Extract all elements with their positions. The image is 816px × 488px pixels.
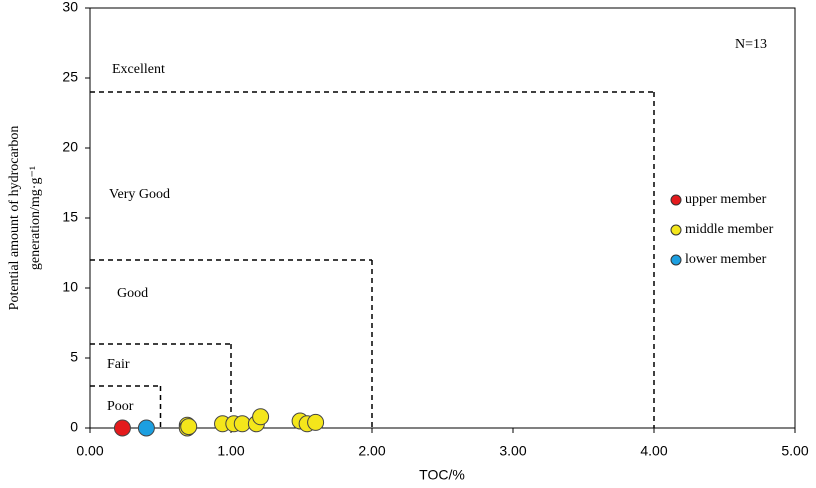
legend-marker: [670, 194, 682, 206]
y-tick-label: 20: [62, 139, 78, 155]
legend-marker: [670, 224, 682, 236]
y-tick-label: 10: [62, 279, 78, 295]
x-axis-label: TOC/%: [419, 467, 465, 483]
y-tick-label: 25: [62, 69, 78, 85]
y-tick-label: 30: [62, 0, 78, 15]
data-point: [180, 418, 198, 436]
class-label: Fair: [107, 357, 130, 372]
x-tick-label: 1.00: [217, 443, 244, 459]
data-point: [137, 419, 155, 437]
x-tick-label: 2.00: [358, 443, 385, 459]
legend-label: upper member: [685, 192, 767, 207]
sample-count: N=13: [735, 37, 767, 52]
data-point: [252, 408, 270, 426]
x-tick-label: 4.00: [640, 443, 667, 459]
class-label: Excellent: [112, 62, 165, 77]
plot-frame: [89, 7, 796, 429]
legend-label: middle member: [685, 222, 774, 237]
y-axis-label: Potential amount of hydrocarbon: [7, 126, 22, 311]
data-point: [113, 419, 131, 437]
class-label: Very Good: [109, 187, 170, 202]
class-label: Poor: [107, 399, 134, 414]
legend-label: lower member: [685, 252, 767, 267]
y-axis-label: generation/mg·g⁻¹: [28, 166, 43, 270]
x-tick-label: 0.00: [76, 443, 103, 459]
data-point: [307, 413, 325, 431]
y-tick-label: 5: [70, 349, 78, 365]
legend-marker: [670, 254, 682, 266]
y-tick-label: 0: [70, 419, 78, 435]
class-label: Good: [117, 286, 148, 301]
x-tick-label: 5.00: [781, 443, 808, 459]
y-tick-label: 15: [62, 209, 78, 225]
x-tick-label: 3.00: [499, 443, 526, 459]
